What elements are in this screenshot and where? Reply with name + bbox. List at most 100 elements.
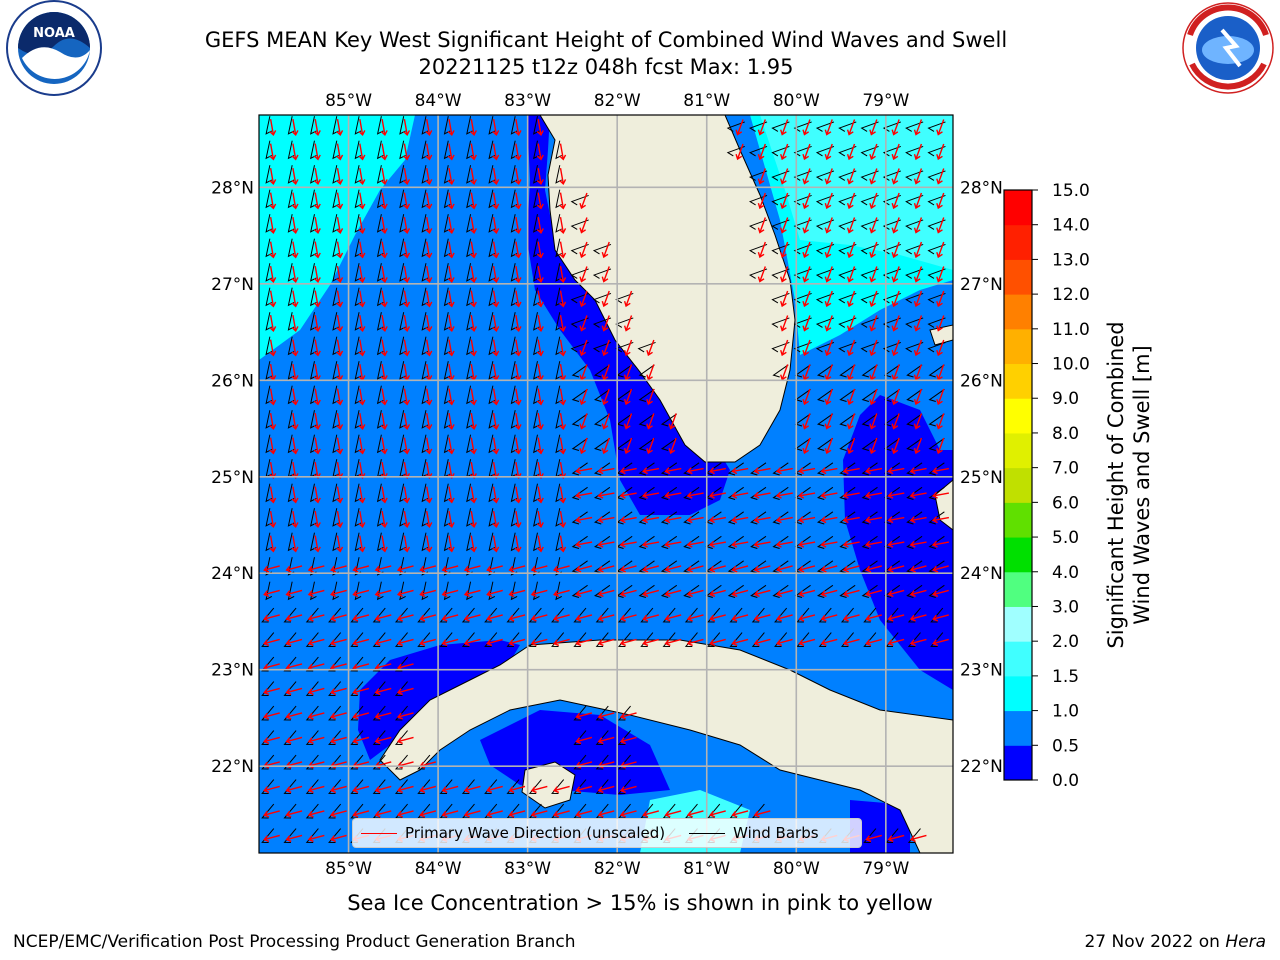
wave-arrow — [776, 638, 793, 647]
wave-arrow — [374, 785, 392, 794]
wave-arrow — [642, 565, 660, 573]
wave-arrow — [601, 388, 610, 406]
wave-arrow — [396, 589, 414, 598]
wind-barb — [310, 581, 317, 601]
wind-barb — [860, 121, 879, 132]
wave-arrow — [601, 266, 610, 283]
wind-barb — [928, 486, 945, 500]
wind-barb — [332, 581, 339, 601]
wind-barb — [261, 607, 275, 623]
wind-barb — [261, 730, 275, 746]
wave-arrow — [842, 516, 860, 524]
wave-arrow — [865, 565, 883, 573]
wave-arrow — [263, 834, 280, 843]
wave-arrow — [686, 516, 704, 524]
wave-arrow — [536, 388, 544, 406]
wave-arrow — [731, 565, 749, 573]
colorbar-label-line1: Significant Height of Combined — [1104, 321, 1128, 648]
wave-arrow — [492, 510, 500, 529]
wind-barb — [592, 268, 612, 279]
wave-height-field — [259, 115, 953, 853]
wind-barb — [637, 341, 656, 353]
wind-barb — [399, 581, 406, 601]
wave-arrow — [403, 192, 411, 210]
lat-labels-left: 28°N 27°N 26°N 25°N 24°N 23°N 22°N — [211, 178, 254, 777]
wave-arrow — [291, 118, 299, 137]
wind-barb — [394, 656, 408, 672]
wave-arrow — [824, 339, 833, 357]
wave-arrow — [559, 265, 567, 284]
wind-barb — [727, 560, 744, 574]
wind-barb — [861, 511, 878, 525]
wind-barb — [839, 511, 856, 525]
wind-barb — [305, 681, 319, 697]
wind-barb — [751, 632, 765, 648]
wind-barb — [394, 632, 408, 648]
wave-arrow — [909, 467, 927, 475]
wave-arrow — [601, 413, 610, 430]
wind-barb — [771, 219, 790, 230]
wind-barb — [350, 754, 364, 770]
wave-arrow — [709, 614, 726, 622]
wave-arrow — [846, 217, 856, 234]
wave-arrow — [775, 540, 793, 548]
wave-arrow — [403, 461, 411, 480]
wave-arrow — [447, 118, 455, 137]
wave-arrow — [358, 437, 366, 455]
wave-arrow — [269, 412, 277, 431]
chart-title: GEFS MEAN Key West Significant Height of… — [204, 28, 1008, 52]
wave-arrow — [753, 467, 771, 475]
wave-arrow — [757, 143, 766, 161]
wind-barb — [863, 828, 877, 844]
wave-arrow — [536, 167, 544, 186]
wave-arrow — [425, 314, 433, 333]
wave-arrow — [536, 535, 544, 553]
wave-arrow — [380, 339, 388, 357]
wave-arrow — [802, 119, 811, 136]
wind-barb — [838, 219, 857, 230]
wind-barb — [328, 779, 342, 795]
wave-arrow — [820, 565, 838, 573]
wind-barb — [510, 581, 518, 601]
wind-barb — [571, 486, 588, 500]
wind-barb — [660, 584, 678, 598]
wave-arrow — [891, 437, 900, 455]
wind-barb — [905, 219, 924, 230]
colorbar-tick-label-9: 7.0 — [1052, 459, 1079, 479]
wave-arrow — [869, 119, 878, 136]
wind-barb — [861, 437, 878, 451]
wave-arrow — [776, 589, 793, 598]
lat-label-right-6: 22°N — [960, 757, 1003, 777]
wind-barb — [883, 535, 901, 549]
wave-arrow — [313, 314, 321, 333]
wave-arrow — [447, 143, 455, 161]
wave-arrow — [913, 241, 923, 259]
wave-arrow — [597, 540, 615, 548]
wave-arrow — [865, 491, 883, 499]
wave-arrow — [579, 413, 588, 430]
wind-barb — [640, 803, 654, 819]
wind-barb — [927, 243, 946, 255]
wave-arrow — [553, 565, 570, 573]
wind-barb — [350, 803, 364, 819]
wave-arrow — [936, 339, 945, 357]
wind-barb — [726, 145, 745, 157]
wave-arrow — [463, 785, 481, 794]
lat-label-right-4: 24°N — [960, 564, 1003, 584]
wave-arrow — [352, 565, 370, 573]
wind-barb — [815, 145, 835, 157]
wave-arrow — [553, 785, 570, 794]
wave-arrow — [909, 491, 927, 499]
wave-arrow — [492, 535, 500, 553]
wave-arrow — [753, 540, 771, 548]
wind-barb — [905, 292, 924, 304]
wave-arrow — [396, 638, 414, 647]
wind-barb — [684, 632, 698, 648]
wave-arrow — [731, 491, 749, 499]
wave-arrow — [909, 565, 927, 573]
wave-arrow — [307, 785, 325, 794]
wind-barb — [328, 754, 342, 770]
chart-subtitle: 20221125 t12z 048h fcst Max: 1.95 — [418, 55, 794, 79]
wave-arrow — [579, 290, 588, 308]
wave-arrow — [708, 540, 727, 548]
